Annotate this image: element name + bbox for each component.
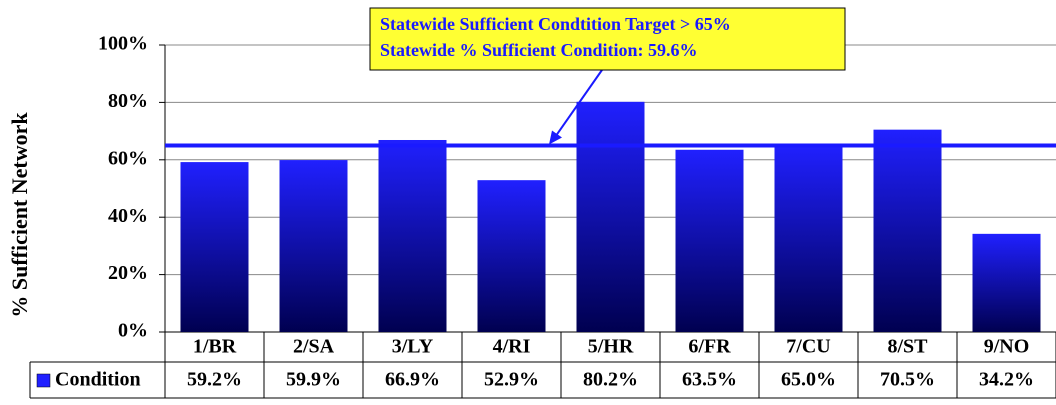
y-tick-label: 20% bbox=[108, 262, 148, 284]
value-label: 63.5% bbox=[682, 369, 737, 391]
x-tick-label: 6/FR bbox=[688, 336, 731, 358]
value-label: 65.0% bbox=[781, 369, 836, 391]
bar bbox=[378, 139, 447, 332]
annotation-arrow bbox=[551, 69, 603, 143]
bar bbox=[774, 145, 843, 332]
bar bbox=[477, 180, 546, 332]
bar bbox=[576, 101, 645, 333]
arrow-head bbox=[549, 130, 562, 145]
bar bbox=[180, 162, 249, 332]
x-tick-label: 7/CU bbox=[786, 336, 830, 358]
x-tick-label: 2/SA bbox=[293, 336, 335, 358]
y-tick-label: 80% bbox=[108, 90, 148, 112]
value-label: 80.2% bbox=[583, 369, 638, 391]
value-label: 59.9% bbox=[286, 369, 341, 391]
x-tick-label: 8/ST bbox=[887, 336, 928, 358]
y-tick-label: 40% bbox=[108, 205, 148, 227]
bar bbox=[972, 233, 1041, 332]
annotation-text: Statewide % Sufficient Condition: 59.6% bbox=[380, 40, 698, 60]
value-label: 70.5% bbox=[880, 369, 935, 391]
x-tick-label: 1/BR bbox=[193, 336, 237, 358]
y-tick-label: 100% bbox=[98, 33, 148, 55]
y-tick-label: 0% bbox=[118, 320, 148, 342]
x-tick-label: 4/RI bbox=[493, 336, 531, 358]
bar bbox=[675, 149, 744, 332]
value-label: 34.2% bbox=[979, 369, 1034, 391]
x-tick-label: 9/NO bbox=[984, 336, 1030, 358]
value-label: 59.2% bbox=[187, 369, 242, 391]
value-label: 66.9% bbox=[385, 369, 440, 391]
legend-label: Condition bbox=[55, 369, 141, 391]
bar bbox=[873, 129, 942, 332]
bar bbox=[279, 160, 348, 332]
value-label: 52.9% bbox=[484, 369, 539, 391]
legend-swatch bbox=[36, 373, 51, 388]
y-axis-label: % Sufficient Network bbox=[7, 112, 32, 318]
annotation-text: Statewide Sufficient Condtition Target >… bbox=[380, 14, 731, 34]
annotation-box bbox=[369, 7, 846, 71]
x-tick-label: 3/LY bbox=[392, 336, 434, 358]
y-tick-label: 60% bbox=[108, 147, 148, 169]
x-tick-label: 5/HR bbox=[588, 336, 634, 358]
